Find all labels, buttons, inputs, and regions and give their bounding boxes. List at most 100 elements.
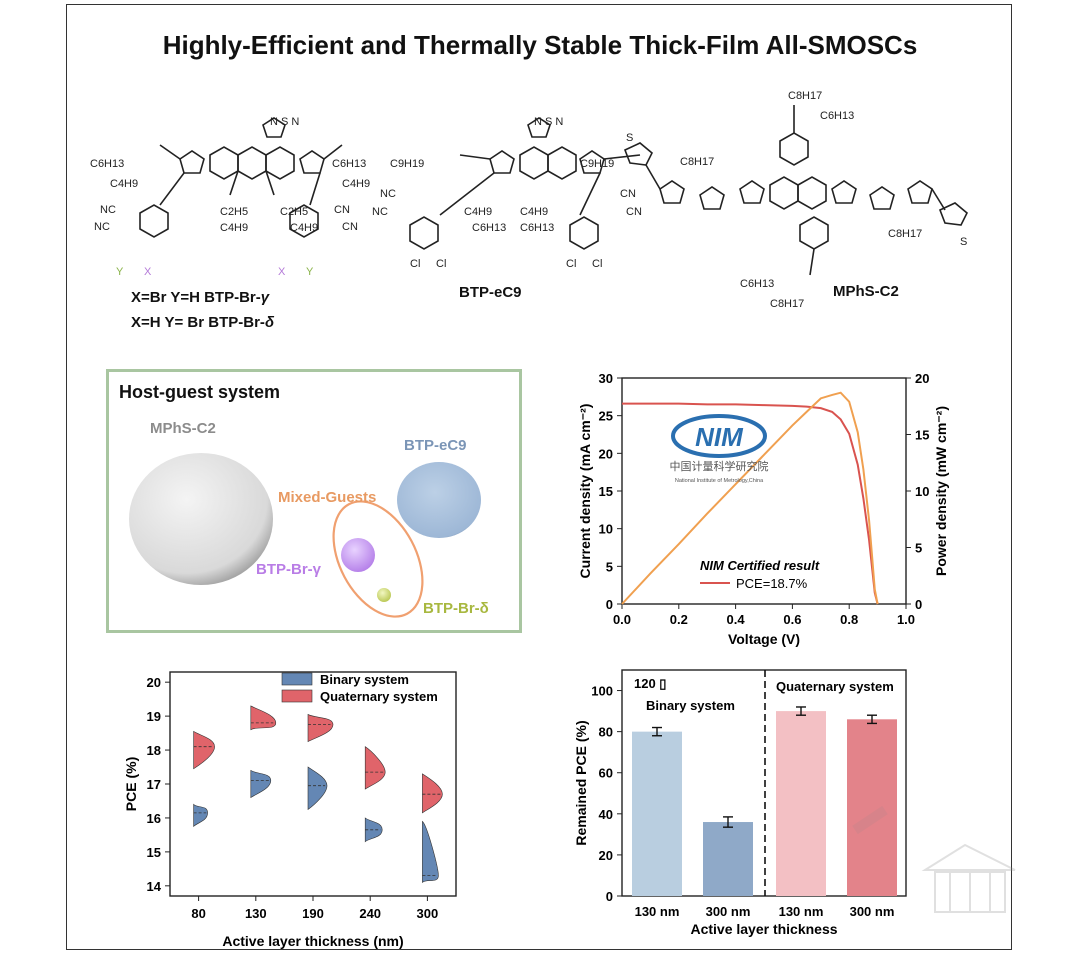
bar-xtick-label-0: 130 nm: [635, 904, 680, 919]
violin-xtick-label: 240: [359, 906, 381, 921]
bar-3: [847, 719, 897, 896]
bar-group2-label: Quaternary system: [776, 679, 894, 694]
gamma-sphere: [341, 538, 375, 572]
bar-group1-label: Binary system: [646, 698, 735, 713]
bar-2: [776, 711, 826, 896]
jv-y2tick-label: 20: [915, 371, 929, 386]
jv-ytick-label: 0: [606, 597, 613, 612]
svg-text:C8H17: C8H17: [888, 228, 922, 240]
jv-ytick-label: 10: [599, 522, 613, 537]
jv-ytick-label: 5: [606, 559, 613, 574]
jv-y2label: Power density (mW cm⁻²): [933, 406, 949, 576]
bar-xlabel: Active layer thickness: [690, 921, 837, 937]
svg-text:Cl: Cl: [592, 258, 602, 270]
jv-xtick-label: 0.4: [727, 612, 746, 627]
host-guest-graphic: [129, 453, 481, 618]
svg-text:NC: NC: [100, 204, 116, 216]
svg-text:C4H9: C4H9: [220, 222, 248, 234]
svg-text:C4H9: C4H9: [290, 222, 318, 234]
svg-text:N S N: N S N: [270, 116, 299, 128]
violin-1-0: [193, 730, 215, 770]
watermark-building: [852, 805, 1016, 913]
bar-xtick-label-2: 130 nm: [779, 904, 824, 919]
mixed-guest-ellipse: [332, 500, 424, 618]
svg-text:C2H5: C2H5: [220, 206, 248, 218]
jv-series-line-1: [621, 391, 879, 605]
svg-text:S: S: [626, 132, 633, 144]
svg-text:C8H17: C8H17: [770, 298, 804, 310]
svg-text:S: S: [960, 236, 967, 248]
jv-ytick-label: 20: [599, 446, 613, 461]
figure-frame: [66, 4, 1012, 950]
svg-text:Y: Y: [306, 266, 314, 278]
svg-text:C6H13: C6H13: [820, 110, 854, 122]
svg-text:C4H9: C4H9: [342, 178, 370, 190]
jv-chart: 0.0 0.2 0.4 0.6 0.8 1.005101520253005101520Vo…: [577, 371, 949, 647]
ec9-sphere: [397, 462, 481, 538]
jv-ylabel: Current density (mA cm⁻²): [577, 404, 593, 579]
delta-label: BTP-Br-δ: [423, 600, 489, 617]
jv-xtick-label: 0.8: [840, 612, 858, 627]
svg-text:X: X: [144, 266, 152, 278]
jv-y2tick-label: 10: [915, 484, 929, 499]
violin-xtick-label: 130: [245, 906, 267, 921]
bar-ytick-label: 80: [599, 725, 613, 740]
svg-text:N S N: N S N: [534, 116, 563, 128]
svg-text:CN: CN: [334, 204, 350, 216]
svg-text:NC: NC: [94, 221, 110, 233]
jv-y2tick-label: 5: [915, 541, 922, 556]
mol1-label-delta: X=H Y= Br BTP-Br-δ: [131, 314, 275, 331]
svg-text:C6H13: C6H13: [740, 278, 774, 290]
violin-chart: 14 15 16 17 18 19 20 80 130 190 240 300 Binary syste…: [123, 671, 457, 949]
violin-1-2: [307, 713, 334, 743]
svg-text:C8H17: C8H17: [680, 156, 714, 168]
svg-text:Cl: Cl: [410, 258, 420, 270]
violin-legend-label-1: Quaternary system: [320, 689, 438, 704]
violin-ytick-label: 14: [147, 879, 162, 894]
jv-ytick-label: 30: [599, 371, 613, 386]
host-guest-title: Host-guest system: [119, 382, 281, 402]
violin-ylabel: PCE (%): [123, 757, 139, 811]
violin-ytick-label: 20: [147, 675, 161, 690]
nim-logo-text: NIM: [695, 422, 744, 452]
nim-logo-cn: 中国计量科学研究院: [670, 459, 769, 473]
bar-xtick-label-1: 300 nm: [706, 904, 751, 919]
svg-text:C6H13: C6H13: [472, 222, 506, 234]
bar-1: [703, 822, 753, 896]
delta-sphere: [377, 588, 391, 602]
bar-ytick-label: 100: [591, 684, 613, 699]
nim-logo: NIM 中国计量科学研究院 National Institute of Metr…: [670, 414, 769, 484]
violin-1-3: [364, 746, 386, 790]
svg-text:Y: Y: [116, 266, 124, 278]
violin-ytick-label: 18: [147, 743, 161, 758]
violin-xtick-label: 190: [302, 906, 324, 921]
svg-text:C8H17: C8H17: [788, 90, 822, 102]
violin-0-4: [422, 820, 439, 884]
jv-ytick-label: 15: [599, 484, 613, 499]
violin-0-2: [307, 766, 328, 811]
violin-ytick-label: 16: [147, 811, 161, 826]
violin-0-0: [193, 803, 208, 828]
host-label: MPhS-C2: [150, 420, 216, 437]
sub-c6h13-1: C6H13: [90, 158, 124, 170]
svg-text:C4H9: C4H9: [110, 178, 138, 190]
nim-logo-en: National Institute of Metrology,China: [675, 478, 764, 484]
molecule-structures: C6H13 C4H9 NC NC C2H5 C4H9 C2H5 C4H9 C6H…: [90, 90, 968, 310]
svg-text:NC: NC: [380, 188, 396, 200]
jv-legend-label: PCE=18.7%: [736, 576, 808, 591]
violin-1-1: [250, 705, 277, 731]
svg-text:X: X: [278, 266, 286, 278]
svg-text:CN: CN: [626, 206, 642, 218]
jv-xtick-label: 0.0: [613, 612, 631, 627]
ec9-label: BTP-eC9: [404, 437, 467, 454]
violin-0-3: [364, 817, 383, 843]
jv-y2tick-label: 0: [915, 597, 922, 612]
violin-legend-swatch-1: [281, 689, 313, 703]
bar-0: [632, 731, 682, 896]
violin-xtick-label: 300: [417, 906, 439, 921]
bar-chart: 0 20 40 60 80 100 130 nm 300 nm 130 nm 300 nm 120 …: [573, 669, 907, 937]
violin-ytick-label: 15: [147, 845, 161, 860]
mixed-label: Mixed-Guests: [278, 489, 377, 506]
svg-text:C6H13: C6H13: [520, 222, 554, 234]
violin-xtick-label: 80: [191, 906, 205, 921]
